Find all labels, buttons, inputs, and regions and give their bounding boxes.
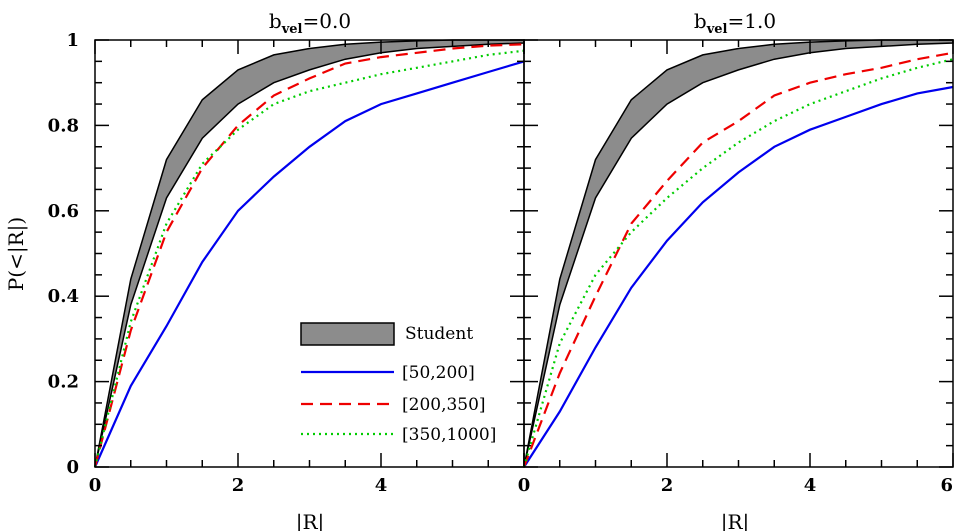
panel-left: bvel=0.0 0 2 4 0 0.2 0.4 0.6 0.8 1 |R| P(<|R|)	[4, 9, 525, 531]
plot-frame-right	[523, 39, 954, 468]
panel-left-title: bvel=0.0	[269, 9, 351, 37]
legend: Student [50,200] [200,350] [350,1000]	[300, 322, 496, 445]
x-tick-label: 2	[661, 475, 674, 496]
y-axis-title: P(<|R|)	[4, 217, 29, 291]
y-tick-label: 0.8	[48, 115, 79, 136]
x-tick-label: 0	[89, 475, 102, 496]
legend-label-student: Student	[405, 324, 473, 344]
y-tick-label: 0.2	[48, 372, 79, 393]
series-line-left-2	[93, 49, 525, 468]
legend-label-series-0: [50,200]	[402, 363, 475, 383]
y-tick-label: 0.4	[48, 286, 79, 307]
series-line-right-2	[522, 58, 954, 468]
y-tick-label: 0	[66, 457, 79, 478]
legend-label-series-1: [200,350]	[402, 395, 486, 415]
panel-right-title: bvel=1.0	[694, 9, 776, 37]
x-tick-label: 4	[804, 475, 817, 496]
series-line-right-1	[522, 51, 954, 468]
x-tick-label: 6	[940, 475, 953, 496]
x-tick-label: 4	[375, 475, 388, 496]
y-tick-label: 1	[66, 30, 79, 51]
x-tick-label: 0	[518, 475, 531, 496]
series-line-left-0	[93, 60, 525, 468]
y-tick-label: 0.6	[48, 201, 79, 222]
panel-right: bvel=1.0 0 2 4 6 |R|	[518, 9, 954, 531]
student-band-right	[523, 39, 954, 468]
series-line-left-1	[93, 43, 525, 468]
legend-label-series-2: [350,1000]	[402, 425, 496, 445]
x-axis-title-right: |R|	[721, 510, 750, 531]
series-line-right-0	[523, 85, 954, 468]
legend-swatch-student	[300, 322, 395, 346]
plot-area-left: 0 2 4 0 0.2 0.4 0.6 0.8 1	[48, 30, 525, 496]
plot-area-right: 0 2 4 6	[518, 39, 954, 496]
x-axis-title-left: |R|	[296, 510, 325, 531]
x-tick-label: 2	[232, 475, 245, 496]
